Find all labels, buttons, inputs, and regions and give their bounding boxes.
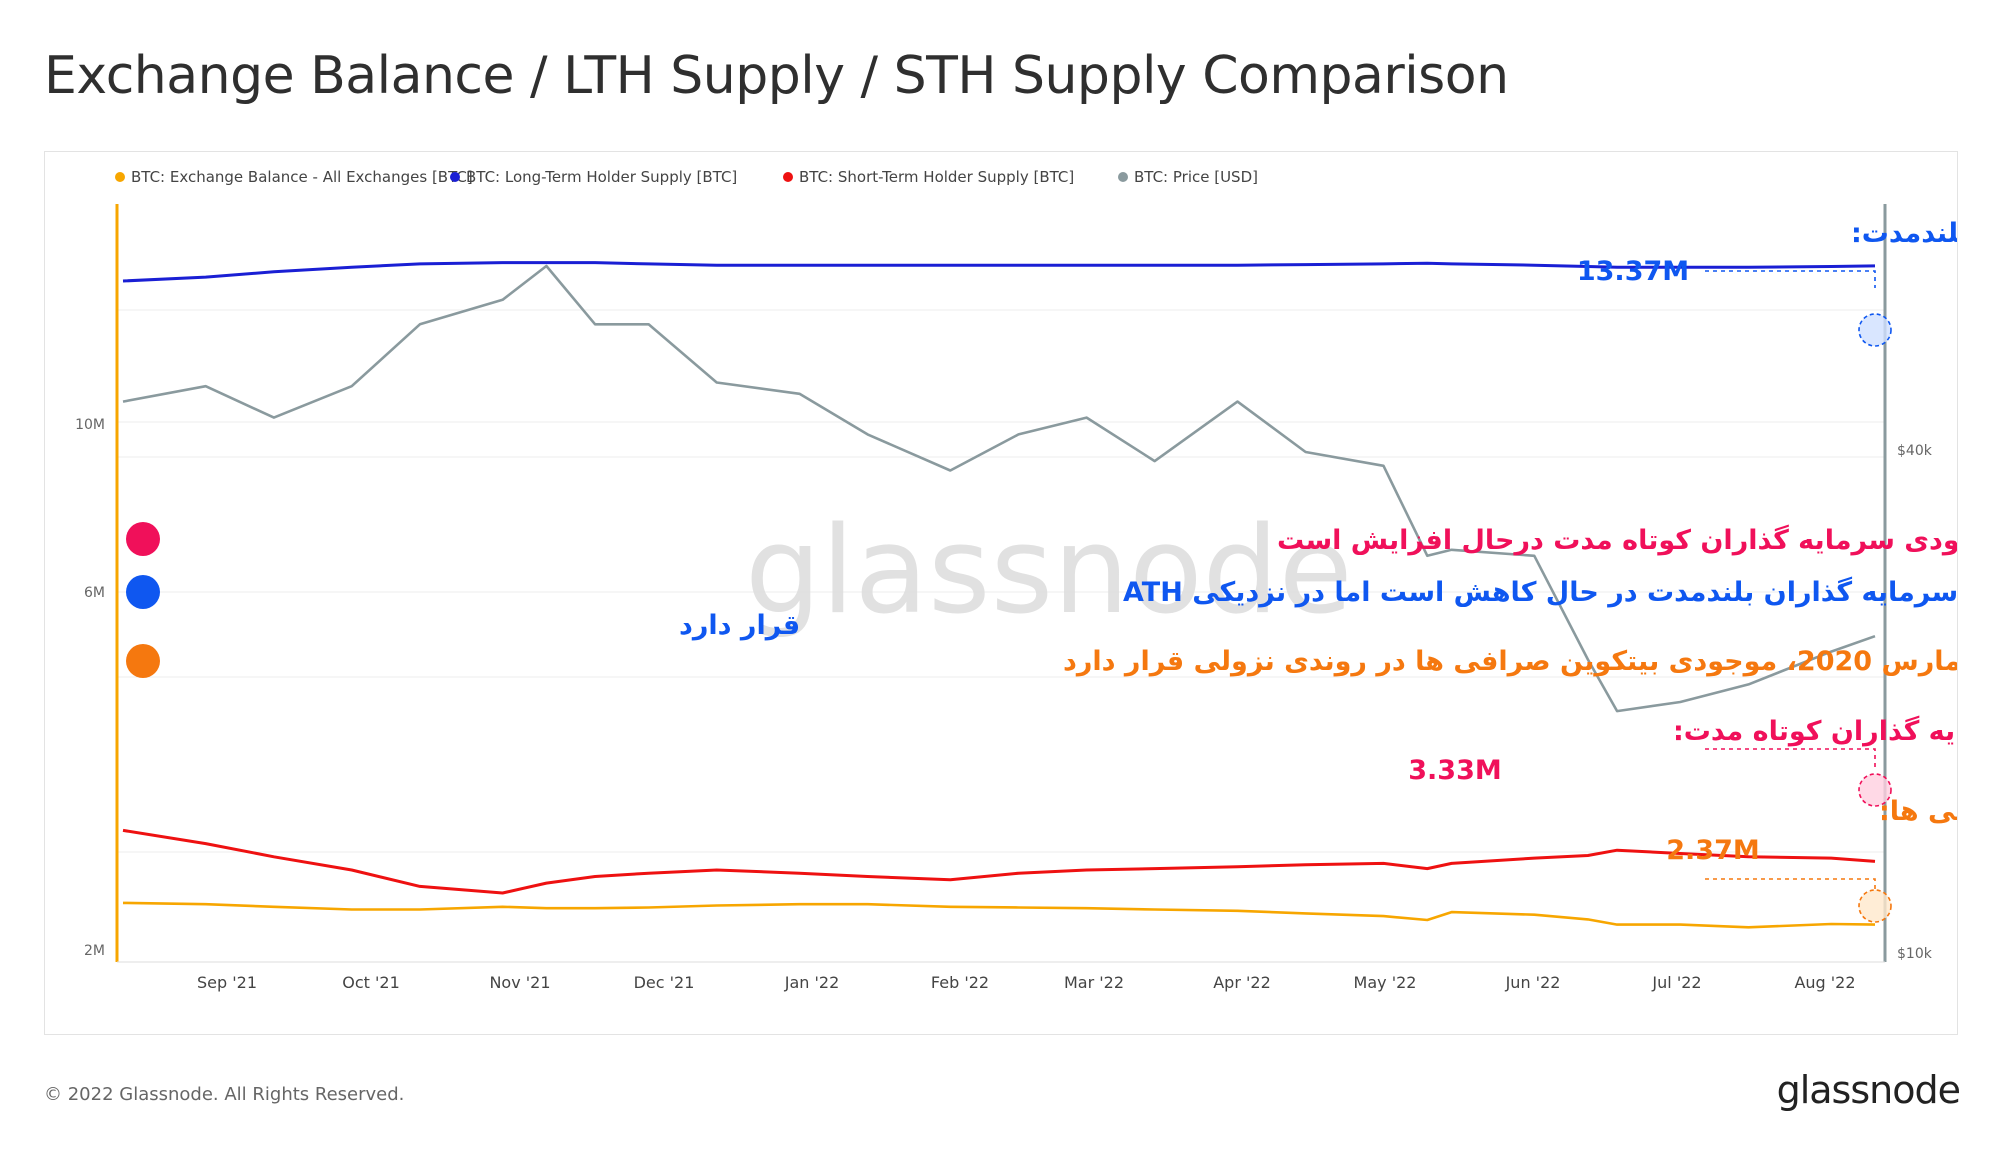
x-tick: Dec '21 <box>634 973 695 992</box>
legend-label-lth[interactable]: BTC: Long-Term Holder Supply [BTC] <box>466 168 737 186</box>
y-right-tick: $40k <box>1897 443 1933 459</box>
legend: BTC: Exchange Balance - All Exchanges [B… <box>115 168 1258 186</box>
page-title: Exchange Balance / LTH Supply / STH Supp… <box>44 46 1509 106</box>
lth-leader <box>1705 270 1876 288</box>
legend-marker-lth <box>450 172 460 182</box>
lth-annotation-label: موجودی سرمایه گذاران بلندمدت: <box>1851 217 1957 249</box>
lth-annotation-value: 13.37M <box>1577 256 1689 287</box>
legend-marker-exchange <box>115 172 125 182</box>
x-tick: Feb '22 <box>931 973 989 992</box>
bullet-text-red: از سقف قیمتی نوامبر 2021، موجودی سرمایه … <box>1277 524 1957 556</box>
bullet-dot-red <box>126 522 160 556</box>
x-tick: Sep '21 <box>197 973 257 992</box>
x-tick: Jul '22 <box>1651 973 1701 992</box>
ex-annotation-value: 2.37M <box>1666 835 1760 866</box>
chart-svg: BTC: Exchange Balance - All Exchanges [B… <box>75 168 1957 992</box>
y-left-tick: 2M <box>84 943 105 959</box>
sth-annotation-label: موجودی سرمایه گذاران کوتاه مدت: <box>1673 715 1957 747</box>
x-tick: Nov '21 <box>489 973 550 992</box>
ex-end-marker <box>1858 889 1892 923</box>
watermark-logo: glassnode <box>745 502 1353 641</box>
sth-end-marker <box>1858 773 1892 807</box>
y-right-tick: $10k <box>1897 946 1933 962</box>
bullet-text-blue-1: موجودی سرمایه گذاران بلندمدت در حال کاهش… <box>1123 576 1957 608</box>
sth-annotation-value: 3.33M <box>1408 755 1502 786</box>
x-ticks: Sep '21 Oct '21 Nov '21 Dec '21 Jan '22 … <box>197 973 1856 992</box>
footer-copyright: © 2022 Glassnode. All Rights Reserved. <box>44 1084 405 1105</box>
series-line-lth <box>122 261 1876 283</box>
legend-label-sth[interactable]: BTC: Short-Term Holder Supply [BTC] <box>799 168 1074 186</box>
legend-marker-sth <box>783 172 793 182</box>
ex-annotation-label: موجودی صرافی ها: <box>1879 796 1957 827</box>
legend-label-price[interactable]: BTC: Price [USD] <box>1134 168 1258 186</box>
x-tick: Jan '22 <box>784 973 840 992</box>
ex-leader <box>1705 878 1876 890</box>
series-line-price <box>122 264 1876 713</box>
bullet-dot-orange <box>126 644 160 678</box>
legend-marker-price <box>1118 172 1128 182</box>
bullet-text-orange: از مارس 2020، موجودی بیتکوین صرافی ها در… <box>1063 646 1957 677</box>
x-tick: Aug '22 <box>1794 973 1855 992</box>
gridlines <box>117 309 1885 853</box>
series-line-exchange <box>122 901 1876 929</box>
y-left-tick: 10M <box>75 417 105 433</box>
lth-end-marker <box>1858 313 1892 347</box>
series-line-sth <box>122 828 1876 895</box>
legend-label-exchange[interactable]: BTC: Exchange Balance - All Exchanges [B… <box>131 168 473 186</box>
bullet-dot-blue <box>126 575 160 609</box>
x-tick: May '22 <box>1354 973 1417 992</box>
brand-logo: glassnode <box>1776 1068 1961 1112</box>
y-left-tick: 6M <box>84 585 105 601</box>
x-tick: Mar '22 <box>1064 973 1124 992</box>
annotation-leaders <box>1705 270 1876 890</box>
x-tick: Oct '21 <box>342 973 400 992</box>
sth-leader <box>1705 748 1876 769</box>
bullet-text-blue-2: قرار دارد <box>679 610 800 641</box>
chart-panel: BTC: Exchange Balance - All Exchanges [B… <box>44 151 1958 1035</box>
x-tick: Jun '22 <box>1505 973 1561 992</box>
x-tick: Apr '22 <box>1213 973 1271 992</box>
